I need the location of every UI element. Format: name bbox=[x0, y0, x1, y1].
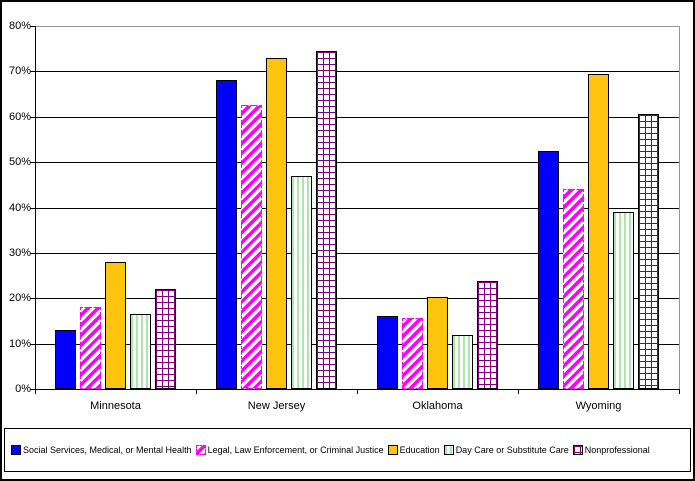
bar-green-vertical-stripes bbox=[613, 212, 634, 389]
y-axis-tick bbox=[30, 71, 35, 72]
legend-label: Nonprofessional bbox=[584, 445, 650, 455]
bar-solid-gold bbox=[266, 58, 287, 389]
legend-item: Nonprofessional bbox=[572, 445, 650, 455]
bar-magenta-diagonal-stripes bbox=[402, 318, 423, 389]
plot-area: 0% 10% 20% 30% 40% 50% 60% 70% 80% Minnesota New J… bbox=[2, 2, 693, 426]
bar-magenta-diagonal-stripes bbox=[241, 105, 262, 389]
gridline bbox=[35, 71, 679, 72]
gridline bbox=[35, 117, 679, 118]
category-label: New Jersey bbox=[247, 400, 306, 412]
plot-border-right bbox=[679, 26, 680, 389]
x-axis-tick bbox=[35, 389, 36, 394]
bar-magenta-diagonal-stripes bbox=[80, 307, 101, 389]
y-tick-label: 0% bbox=[15, 383, 31, 395]
y-tick-label: 30% bbox=[8, 247, 31, 259]
bar-green-vertical-stripes bbox=[452, 335, 473, 389]
bar-solid-gold bbox=[427, 297, 448, 389]
y-axis-tick bbox=[30, 208, 35, 209]
legend-item: Education bbox=[387, 445, 440, 455]
y-tick-label: 10% bbox=[8, 338, 31, 350]
bar-solid-blue bbox=[216, 80, 237, 389]
gridline bbox=[35, 298, 679, 299]
gridline bbox=[35, 344, 679, 345]
y-tick-label: 60% bbox=[8, 111, 31, 123]
y-axis-tick bbox=[30, 298, 35, 299]
y-tick-label: 80% bbox=[8, 20, 31, 32]
bar-solid-gold bbox=[105, 262, 126, 389]
y-axis-tick bbox=[30, 344, 35, 345]
bar-solid-blue bbox=[377, 316, 398, 389]
legend-marker-solid-gold-icon bbox=[387, 445, 398, 455]
legend-item: Social Services, Medical, or Mental Heal… bbox=[11, 445, 192, 455]
legend-label: Legal, Law Enforcement, or Criminal Just… bbox=[207, 445, 384, 455]
gridline bbox=[35, 162, 679, 163]
legend-marker-magenta-diagonal-stripes-icon bbox=[195, 445, 206, 455]
y-axis-tick bbox=[30, 389, 35, 390]
bar-solid-gold bbox=[588, 74, 609, 389]
x-axis-tick bbox=[196, 389, 197, 394]
gridline bbox=[35, 26, 679, 27]
category-label: Minnesota bbox=[90, 400, 141, 412]
x-axis-tick bbox=[357, 389, 358, 394]
bar-purple-grid bbox=[477, 281, 498, 389]
legend-item: Legal, Law Enforcement, or Criminal Just… bbox=[195, 445, 384, 455]
legend-item: Day Care or Substitute Care bbox=[443, 445, 569, 455]
legend-marker-green-vertical-stripes-icon bbox=[443, 445, 454, 455]
x-axis-tick bbox=[518, 389, 519, 394]
category-label: Wyoming bbox=[575, 400, 622, 412]
legend-label: Day Care or Substitute Care bbox=[455, 445, 569, 455]
bar-purple-grid bbox=[316, 51, 337, 389]
y-axis-tick bbox=[30, 162, 35, 163]
y-axis-tick bbox=[30, 26, 35, 27]
bar-purple-grid bbox=[155, 289, 176, 389]
bar-magenta-diagonal-stripes bbox=[563, 189, 584, 389]
gridline bbox=[35, 208, 679, 209]
y-tick-label: 40% bbox=[8, 202, 31, 214]
legend-marker-solid-blue-icon bbox=[11, 445, 21, 455]
legend-label: Education bbox=[399, 445, 440, 455]
y-axis-tick bbox=[30, 253, 35, 254]
bar-green-vertical-stripes bbox=[130, 314, 151, 389]
bar-green-vertical-stripes bbox=[291, 176, 312, 389]
y-tick-label: 70% bbox=[8, 65, 31, 77]
bar-solid-blue bbox=[538, 151, 559, 389]
gridline bbox=[35, 253, 679, 254]
legend-label: Social Services, Medical, or Mental Heal… bbox=[23, 445, 192, 455]
category-label: Oklahoma bbox=[412, 400, 463, 412]
legend: Social Services, Medical, or Mental Heal… bbox=[4, 428, 691, 472]
bar-solid-blue bbox=[55, 330, 76, 389]
y-axis-tick bbox=[30, 117, 35, 118]
y-tick-label: 20% bbox=[8, 292, 31, 304]
legend-marker-purple-grid-icon bbox=[572, 445, 583, 455]
y-axis-line bbox=[35, 26, 36, 389]
y-tick-label: 50% bbox=[8, 156, 31, 168]
bar-purple-grid bbox=[638, 114, 659, 389]
x-axis-tick bbox=[679, 389, 680, 394]
